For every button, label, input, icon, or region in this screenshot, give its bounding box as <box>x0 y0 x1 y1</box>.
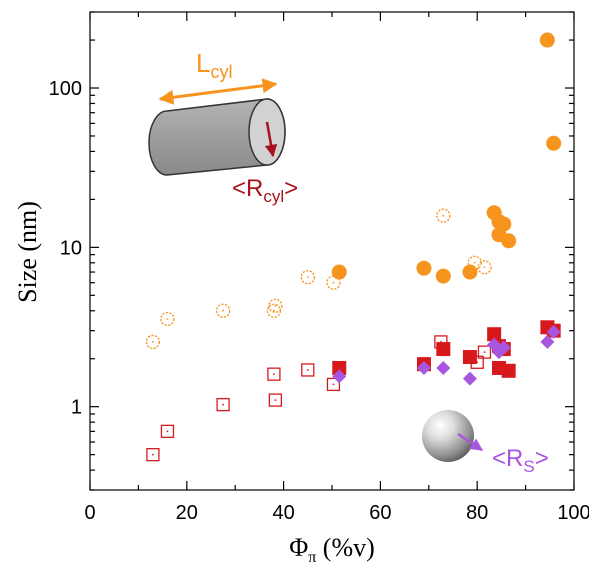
marker-diamond <box>462 371 477 386</box>
marker-open-square <box>477 345 492 359</box>
marker-center-dot <box>152 453 154 456</box>
y-axis-title: Size (nm) <box>13 201 42 303</box>
x-tick-label: 20 <box>176 502 198 524</box>
marker-open-circle <box>160 311 175 327</box>
marker-center-dot <box>273 373 275 376</box>
marker-diamond <box>332 369 347 384</box>
marker-center-dot <box>166 430 169 433</box>
marker-open-square <box>268 393 283 407</box>
marker-filled-square <box>436 342 451 357</box>
sphere-illustration <box>422 410 484 462</box>
marker-filled-circle <box>501 233 517 249</box>
marker-filled-square <box>462 350 477 365</box>
marker-open-square <box>160 424 175 439</box>
cylinder-length-arrow <box>158 78 278 105</box>
x-tick-label: 80 <box>466 502 488 524</box>
marker-filled-square <box>332 360 347 375</box>
marker-open-square <box>216 397 230 412</box>
marker-diamond <box>436 360 451 375</box>
x-tick-label: 0 <box>84 502 95 524</box>
marker-center-dot <box>222 403 225 406</box>
marker-filled-circle <box>331 264 347 280</box>
marker-center-dot <box>274 304 277 307</box>
sphere-radius-arrow <box>457 432 484 452</box>
data-markers <box>145 32 562 462</box>
marker-open-circle <box>436 208 451 223</box>
sphere-radius-label-sub: S <box>523 457 534 476</box>
marker-center-dot <box>273 309 275 312</box>
y-tick-label: 10 <box>60 237 82 259</box>
x-tick-label: 100 <box>557 502 589 524</box>
marker-center-dot <box>152 341 154 343</box>
marker-center-dot <box>483 351 486 354</box>
marker-open-circle <box>268 298 283 313</box>
cylinder-radius-label-suffix: > <box>284 175 298 202</box>
axis-tick-labels: 0 20 40 60 80 100 1 10 100 <box>49 78 589 524</box>
marker-center-dot <box>332 383 335 386</box>
marker-filled-circle <box>435 268 451 284</box>
marker-diamond <box>540 334 555 349</box>
cylinder-end-cap <box>248 98 286 166</box>
marker-center-dot <box>332 281 335 284</box>
marker-center-dot <box>473 261 476 264</box>
x-axis-title: Φπ (%v) <box>289 533 375 566</box>
marker-center-dot <box>483 266 486 269</box>
cylinder-illustration <box>148 78 286 176</box>
marker-filled-circle <box>546 135 562 151</box>
x-tick-label: 60 <box>369 502 391 524</box>
cylinder-radius-label: <Rcyl> <box>232 175 298 206</box>
marker-open-circle <box>215 303 231 318</box>
cylinder-radius-label-sub: cyl <box>263 187 284 206</box>
x-axis-title-sub: π <box>308 549 316 566</box>
x-axis-title-unit: (%v) <box>316 533 374 562</box>
marker-diamond <box>416 360 431 375</box>
marker-filled-circle <box>539 32 555 48</box>
marker-open-circle <box>300 270 315 285</box>
cylinder-length-label: Lcyl <box>196 48 232 82</box>
marker-open-square <box>326 377 341 392</box>
cylinder-radius-arrow <box>264 121 278 158</box>
y-tick-label: 1 <box>71 397 82 419</box>
marker-open-circle <box>477 260 492 275</box>
marker-center-dot <box>222 309 225 312</box>
y-tick-label: 100 <box>49 78 82 100</box>
sphere-radius-label: <RS> <box>492 445 549 476</box>
marker-open-square <box>301 363 315 377</box>
cylinder-length-label-sub: cyl <box>210 62 232 82</box>
marker-open-circle <box>467 255 482 270</box>
cylinder-radius-label-prefix: <R <box>232 175 263 202</box>
sphere-radius-label-suffix: > <box>535 445 549 472</box>
marker-center-dot <box>442 214 445 217</box>
marker-diamond <box>496 340 511 355</box>
cylinder-length-label-main: L <box>196 48 210 78</box>
marker-filled-circle <box>416 260 432 276</box>
marker-filled-square <box>487 327 502 342</box>
marker-open-square <box>146 448 160 462</box>
marker-filled-square <box>501 363 516 378</box>
axis-ticks <box>89 11 575 491</box>
marker-filled-circle <box>462 264 478 280</box>
x-tick-label: 40 <box>272 502 294 524</box>
marker-center-dot <box>166 318 169 320</box>
plot-frame <box>89 11 575 491</box>
marker-center-dot <box>306 369 309 371</box>
marker-diamond <box>546 324 561 339</box>
sphere <box>422 410 474 462</box>
marker-center-dot <box>274 399 277 401</box>
marker-open-circle <box>145 334 161 350</box>
sphere-radius-label-prefix: <R <box>492 445 523 472</box>
x-axis-title-main: Φ <box>289 533 308 562</box>
marker-open-square <box>267 367 281 381</box>
marker-center-dot <box>306 276 309 279</box>
